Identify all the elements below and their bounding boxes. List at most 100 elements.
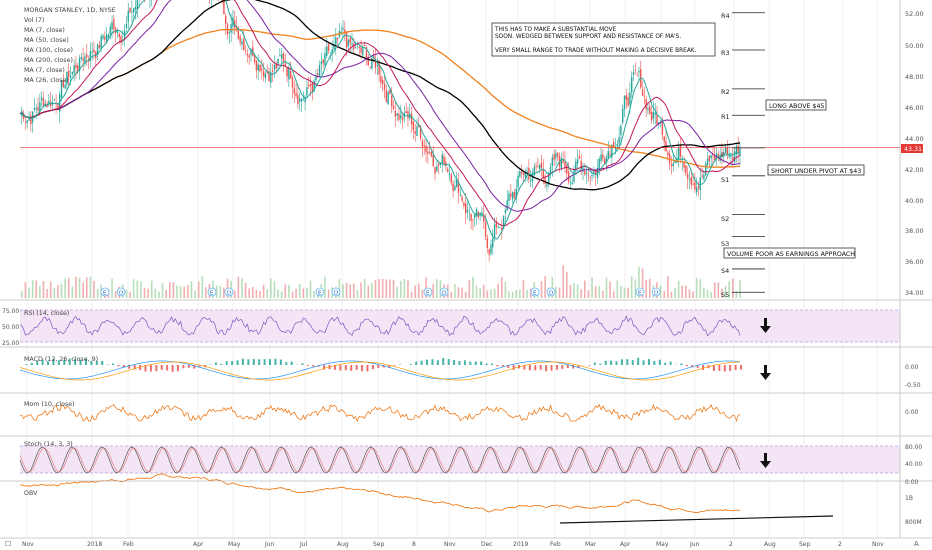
candle-body (632, 71, 635, 76)
candle-body (519, 171, 521, 177)
macd-bar (193, 365, 196, 369)
candle-body (502, 216, 505, 229)
volume-bar (454, 283, 456, 298)
macd-bar (566, 365, 569, 369)
volume-bar (425, 277, 427, 298)
candle-body (30, 115, 32, 124)
candle-body (289, 71, 292, 79)
volume-bar (591, 277, 593, 298)
candle-body (594, 171, 597, 176)
volume-bar (280, 291, 283, 298)
volume-bar (403, 278, 406, 298)
time-tick: Mar (585, 541, 597, 548)
chart-settings-button[interactable]: ☐ (5, 540, 11, 548)
candle-body (414, 131, 416, 134)
candle-body (564, 162, 566, 169)
candle-body (293, 88, 295, 94)
macd-bar (734, 365, 737, 370)
volume-bar (154, 288, 157, 298)
candle-body (333, 44, 335, 49)
volume-bar (309, 280, 312, 298)
volume-bar (93, 280, 95, 298)
macd-bar (371, 365, 374, 370)
candle-body (113, 19, 115, 30)
candle-body (385, 90, 388, 102)
note-box[interactable]: THIS HAS TO MAKE A SUBSTANTIAL MOVE SOON… (491, 22, 716, 57)
pane-scales: 75.00 50.00 25.00 0.00 -0.50 0.00 80.00 … (2, 308, 922, 526)
candle-body (697, 186, 700, 188)
price-tick: 42.00 (905, 166, 924, 174)
candle-body (270, 72, 272, 83)
candle-body (690, 176, 692, 185)
macd-bar (637, 357, 640, 365)
volume-bar (587, 290, 590, 298)
auto-scale-button[interactable]: A (914, 540, 919, 548)
event-marker-label: D (334, 291, 338, 297)
volume-bar (89, 276, 92, 298)
macd-bar (702, 365, 705, 371)
macd-bar (523, 365, 526, 370)
candle-body (645, 99, 647, 110)
macd-bar (139, 365, 142, 371)
volume-bar (573, 283, 575, 298)
macd-bar (323, 365, 326, 370)
candle-body (244, 50, 247, 52)
candle-body (136, 0, 138, 10)
indicator-lines (19, 315, 834, 524)
event-marker (530, 287, 540, 297)
event-marker (315, 287, 325, 297)
candle-body (132, 8, 135, 13)
price-tick: 38.00 (905, 227, 924, 235)
volume-bar (482, 284, 485, 298)
candle-body (544, 177, 546, 184)
candle-body (688, 179, 691, 180)
event-marker-label: E (533, 291, 537, 297)
volume-bar (479, 288, 481, 298)
candle-body (634, 70, 637, 72)
candle-body (672, 163, 674, 167)
note-line: SOON. WEDGED BETWEEN SUPPORT AND RESISTA… (495, 34, 681, 40)
candle-body (535, 165, 537, 167)
candle-body (587, 174, 590, 176)
macd-bar (231, 361, 234, 365)
current-price-badge (901, 144, 923, 153)
volume-bar (627, 287, 629, 298)
candle-body (392, 105, 395, 110)
candle-body (526, 170, 528, 173)
macd-bar (74, 359, 77, 365)
volume-bar (508, 291, 510, 298)
price-axis: 52.00 50.00 48.00 46.00 44.00 42.00 40.0… (905, 10, 924, 297)
volume-bar (472, 276, 474, 298)
candle-body (419, 126, 422, 139)
stoch-d-line (19, 447, 741, 473)
volume-bar (353, 283, 355, 298)
candle-body (78, 57, 81, 72)
macd-bar (30, 362, 33, 365)
macd-bar (279, 359, 282, 365)
candle-body (537, 166, 539, 168)
macd-bar (642, 360, 645, 365)
macd-bar (480, 361, 483, 365)
volume-bar (519, 289, 521, 298)
volume-bar (111, 278, 113, 298)
candle-body (286, 68, 288, 77)
candle-body (280, 54, 283, 59)
long-label-box[interactable]: LONG ABOVE $45 (765, 99, 827, 111)
volume-bar (168, 282, 171, 298)
volume-bar (378, 279, 380, 298)
candle-body (66, 71, 68, 85)
volume-bar (176, 285, 178, 298)
volume-bar (641, 268, 644, 298)
event-marker (116, 287, 126, 297)
stoch-k-line (19, 446, 741, 474)
volume-label-box[interactable]: VOLUME POOR AS EARNINGS APPROACH (723, 247, 856, 259)
pivot-label: S3 (721, 240, 729, 248)
short-label-box[interactable]: SHORT UNDER PIVOT AT $43 (767, 164, 865, 176)
volume-bar (739, 279, 741, 298)
macd-bar (144, 365, 147, 372)
price-tick: 40.00 (905, 197, 924, 205)
macd-bar (528, 365, 531, 371)
candle-body (102, 35, 104, 39)
candle-body (120, 36, 122, 43)
